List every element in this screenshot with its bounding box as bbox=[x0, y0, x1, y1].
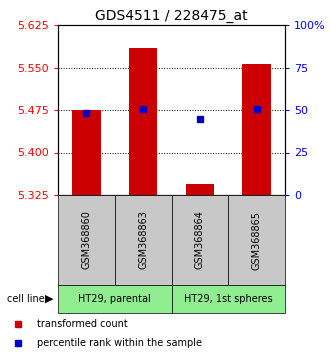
Text: GSM368864: GSM368864 bbox=[195, 211, 205, 269]
Bar bbox=[172, 285, 285, 313]
Text: transformed count: transformed count bbox=[37, 319, 128, 330]
Text: HT29, parental: HT29, parental bbox=[79, 294, 151, 304]
Bar bbox=[186, 184, 214, 195]
Bar bbox=[129, 48, 157, 195]
Bar bbox=[172, 195, 228, 285]
Bar bbox=[58, 195, 115, 285]
Bar bbox=[228, 195, 285, 285]
Bar bbox=[115, 195, 172, 285]
Text: ▶: ▶ bbox=[45, 294, 53, 304]
Text: GSM368860: GSM368860 bbox=[82, 211, 91, 269]
Bar bbox=[72, 110, 101, 195]
Text: GSM368865: GSM368865 bbox=[251, 211, 262, 269]
Text: GSM368863: GSM368863 bbox=[138, 211, 148, 269]
Text: HT29, 1st spheres: HT29, 1st spheres bbox=[184, 294, 273, 304]
Text: percentile rank within the sample: percentile rank within the sample bbox=[37, 337, 202, 348]
Text: cell line: cell line bbox=[7, 294, 44, 304]
Bar bbox=[58, 285, 172, 313]
Title: GDS4511 / 228475_at: GDS4511 / 228475_at bbox=[95, 8, 248, 23]
Bar bbox=[243, 63, 271, 195]
